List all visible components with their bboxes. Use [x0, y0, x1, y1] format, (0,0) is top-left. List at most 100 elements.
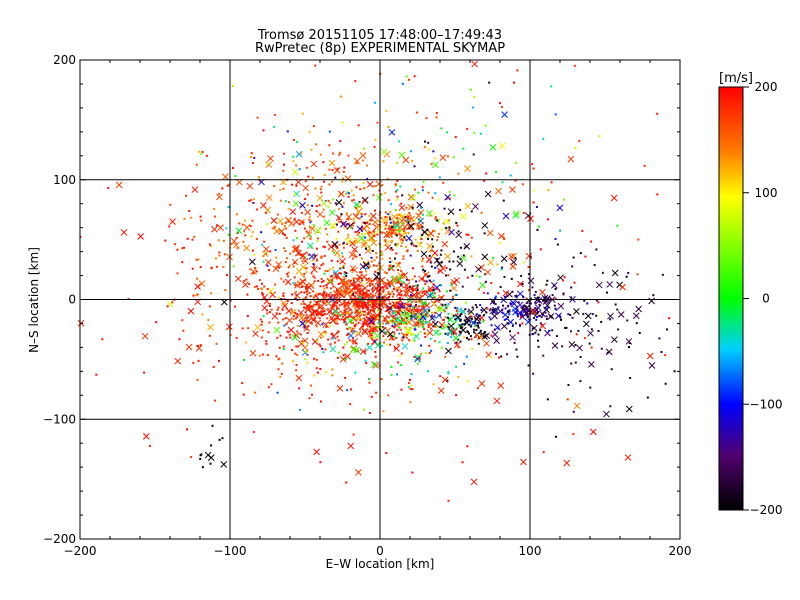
data-point-x [582, 320, 590, 328]
data-point [420, 238, 423, 241]
data-point [370, 330, 373, 333]
data-point [351, 327, 354, 330]
data-point [327, 302, 330, 305]
data-point [251, 231, 254, 234]
data-point [637, 238, 640, 241]
data-point [371, 286, 374, 289]
data-point [343, 226, 346, 229]
data-point-x [617, 311, 625, 318]
data-point [318, 343, 321, 346]
data-point [462, 254, 465, 257]
data-point [166, 305, 169, 308]
data-point [308, 397, 311, 400]
data-point [304, 350, 307, 353]
data-point [342, 170, 345, 173]
data-point [148, 444, 151, 447]
data-point [223, 253, 226, 256]
data-point [320, 185, 323, 188]
data-point-x [450, 284, 458, 292]
data-point [315, 367, 318, 370]
data-point [536, 228, 539, 231]
data-point [263, 240, 266, 243]
data-point [532, 332, 535, 335]
data-point-x [394, 302, 402, 310]
data-point [376, 233, 379, 236]
data-point [374, 270, 377, 273]
data-point [324, 313, 327, 316]
data-point [309, 301, 312, 304]
data-point [328, 183, 331, 186]
data-point [374, 355, 377, 358]
data-point [341, 180, 344, 183]
data-point [395, 252, 398, 255]
data-point [531, 327, 534, 330]
data-point-x [353, 201, 360, 209]
data-point [349, 279, 352, 282]
data-point-x [383, 295, 391, 302]
data-point [265, 340, 268, 343]
data-point-x [234, 275, 242, 283]
data-point [511, 324, 514, 327]
data-point [408, 378, 411, 381]
data-point [359, 271, 362, 274]
data-point [340, 213, 343, 216]
data-point [421, 326, 424, 329]
data-point [190, 456, 193, 459]
data-point [293, 276, 296, 279]
data-point [323, 332, 326, 335]
data-point [415, 304, 418, 307]
data-point [472, 106, 475, 109]
data-point-x [417, 217, 425, 225]
data-point [312, 275, 315, 278]
data-point [253, 391, 256, 394]
data-point [391, 248, 394, 251]
data-point [359, 289, 362, 292]
data-point [287, 271, 290, 274]
data-point [300, 313, 303, 316]
data-point [265, 342, 268, 345]
data-point [365, 247, 368, 250]
data-point-x [216, 193, 223, 201]
data-point [411, 471, 414, 474]
data-point [296, 315, 299, 318]
data-point [321, 310, 324, 313]
data-point [549, 315, 552, 318]
colorbar-tick-label: 0 [762, 292, 770, 306]
data-point [636, 273, 639, 276]
data-point [244, 341, 247, 344]
data-point [405, 75, 408, 78]
data-point [314, 254, 317, 257]
data-point [316, 340, 319, 343]
data-point [454, 321, 457, 324]
data-point [322, 180, 325, 183]
data-point [329, 280, 332, 283]
data-point [337, 307, 340, 310]
data-point [189, 216, 192, 219]
data-point [327, 205, 330, 208]
data-point [466, 127, 469, 130]
data-point [399, 239, 402, 242]
data-point [285, 236, 288, 239]
data-point [277, 368, 280, 371]
data-point [399, 288, 402, 291]
data-point-x [435, 311, 443, 319]
data-point-x [426, 242, 433, 250]
data-point [283, 225, 286, 228]
data-point [336, 167, 339, 170]
data-point [352, 316, 355, 319]
data-point [342, 241, 345, 244]
data-point [627, 346, 630, 349]
data-point [304, 316, 307, 319]
data-point [544, 295, 547, 298]
data-point [331, 294, 334, 297]
data-point [415, 111, 418, 114]
data-point [525, 297, 528, 300]
data-point [393, 331, 396, 334]
data-point [319, 367, 322, 370]
data-point-x [447, 322, 455, 330]
data-point [380, 252, 383, 255]
data-point [199, 215, 202, 218]
data-point [235, 336, 238, 339]
data-point [459, 314, 462, 317]
data-point-x [420, 250, 428, 258]
